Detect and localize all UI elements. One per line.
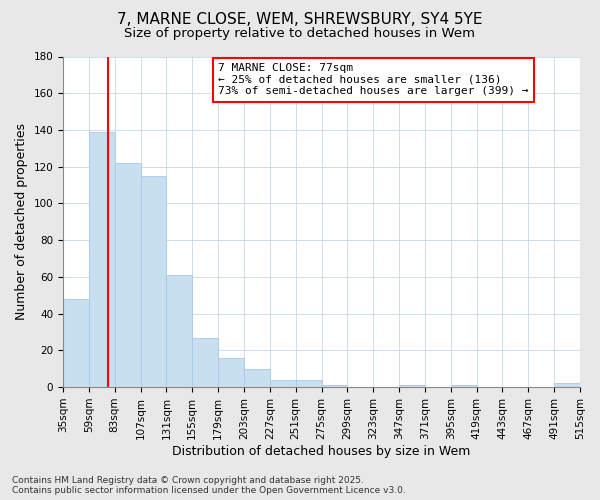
Text: Size of property relative to detached houses in Wem: Size of property relative to detached ho…: [125, 28, 476, 40]
Bar: [399, 386, 425, 387]
Bar: [192, 338, 218, 387]
Bar: [218, 358, 244, 387]
Bar: [296, 380, 322, 387]
Bar: [451, 386, 476, 387]
X-axis label: Distribution of detached houses by size in Wem: Distribution of detached houses by size …: [172, 444, 471, 458]
Bar: [270, 380, 296, 387]
Bar: [166, 275, 192, 387]
Bar: [115, 163, 140, 387]
Bar: [244, 368, 270, 387]
Bar: [63, 299, 89, 387]
Text: 7 MARNE CLOSE: 77sqm
← 25% of detached houses are smaller (136)
73% of semi-deta: 7 MARNE CLOSE: 77sqm ← 25% of detached h…: [218, 63, 529, 96]
Bar: [89, 132, 115, 387]
Y-axis label: Number of detached properties: Number of detached properties: [15, 124, 28, 320]
Text: 7, MARNE CLOSE, WEM, SHREWSBURY, SY4 5YE: 7, MARNE CLOSE, WEM, SHREWSBURY, SY4 5YE: [117, 12, 483, 28]
Bar: [322, 386, 347, 387]
Bar: [554, 384, 580, 387]
Bar: [140, 176, 166, 387]
Text: Contains HM Land Registry data © Crown copyright and database right 2025.
Contai: Contains HM Land Registry data © Crown c…: [12, 476, 406, 495]
